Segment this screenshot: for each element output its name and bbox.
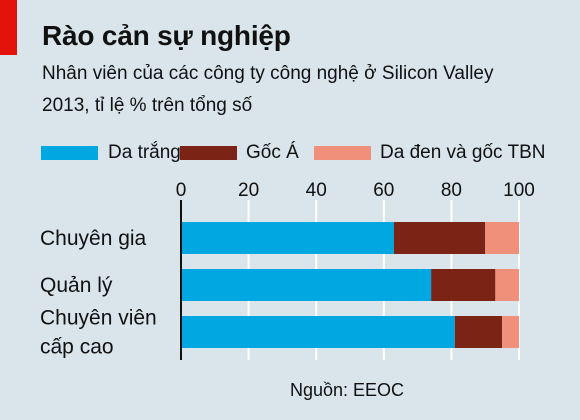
category-label: cấp cao	[40, 336, 114, 359]
x-tick-label: 20	[238, 180, 259, 201]
category-label: Chuyên gia	[40, 227, 147, 250]
bar-segment	[393, 222, 486, 254]
chart-subtitle-line-2: 2013, tỉ lệ % trên tổng số	[42, 95, 253, 116]
legend-label-da-trang: Da trắng	[108, 142, 181, 163]
x-tick-label: 60	[373, 180, 394, 201]
legend-label-goc-a: Gốc Á	[246, 142, 299, 163]
legend-swatch-da-trang	[41, 146, 98, 160]
category-label: Chuyên viên	[40, 307, 157, 330]
source-note: Nguồn: EEOC	[290, 380, 405, 400]
legend-label-da-den-goc-tbn: Da đen và gốc TBN	[380, 142, 546, 163]
bar-segment	[485, 222, 519, 254]
category-label: Quản lý	[40, 274, 113, 297]
x-tick-label: 0	[176, 180, 187, 201]
bar-segment	[431, 269, 496, 301]
legend-swatch-goc-a	[180, 146, 237, 160]
bar-segment	[181, 222, 394, 254]
x-tick-label: 100	[503, 180, 535, 201]
chart-title: Rào cản sự nghiệp	[42, 20, 291, 51]
bar-segment	[495, 269, 519, 301]
x-tick-label: 80	[441, 180, 462, 201]
bar-segment	[502, 316, 519, 348]
legend-swatch-da-den-goc-tbn	[314, 146, 371, 160]
bar-segment	[181, 316, 455, 348]
chart-subtitle-line-1: Nhân viên của các công ty công nghệ ở Si…	[42, 63, 494, 84]
bar-segment	[181, 269, 432, 301]
bar-segment	[454, 316, 503, 348]
accent-bar	[0, 0, 17, 55]
x-tick-label: 40	[306, 180, 327, 201]
